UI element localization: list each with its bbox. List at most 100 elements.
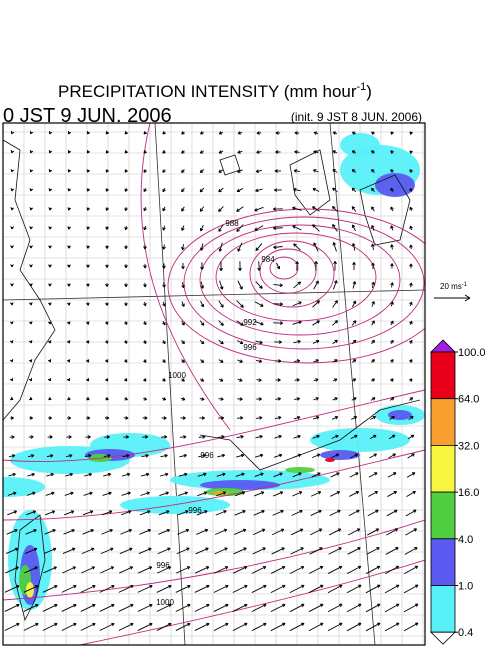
wind-vector (237, 397, 243, 401)
wind-vector (390, 301, 394, 307)
wind-vector (271, 528, 285, 536)
wind-vector (310, 509, 322, 516)
wind-vector (213, 603, 229, 612)
wind-vector (351, 339, 357, 345)
wind-vector (332, 378, 338, 382)
wind-vector (385, 547, 399, 555)
wind-vector (236, 340, 244, 345)
wind-vector (406, 472, 416, 478)
wind-vector (181, 339, 185, 345)
boundary-line (329, 123, 376, 645)
wind-vector (120, 528, 132, 535)
wind-vector (351, 416, 358, 420)
wind-vector (292, 206, 302, 211)
wind-vector (409, 225, 413, 231)
wind-vector (66, 321, 71, 325)
wind-vector (236, 188, 244, 193)
wind-vector (386, 528, 399, 536)
wind-vector (236, 435, 244, 439)
wind-vector (159, 491, 169, 496)
wind-vector (218, 224, 224, 232)
wind-vector (371, 169, 375, 173)
wind-vector (371, 131, 375, 135)
wind-vector (371, 301, 375, 307)
wind-vector (197, 491, 208, 497)
wind-vector (85, 359, 90, 363)
wind-vector (124, 226, 128, 231)
wind-vector (236, 224, 244, 232)
isobar (199, 224, 401, 336)
wind-vector (313, 169, 319, 173)
coastline (289, 149, 331, 216)
wind-vector (82, 510, 94, 516)
wind-vector (175, 622, 191, 631)
wind-vector (67, 396, 71, 401)
wind-vector (102, 491, 112, 496)
wind-vector (86, 396, 90, 401)
wind-vector (409, 378, 413, 382)
map-frame (2, 122, 426, 646)
wind-vector (218, 131, 223, 135)
wind-vector (365, 622, 381, 632)
precipitation-area (375, 173, 415, 197)
colorbar-segment (430, 351, 456, 400)
wind-vector (67, 416, 72, 420)
wind-vector (390, 320, 394, 326)
wind-vector (24, 566, 38, 574)
wind-vector (273, 472, 283, 478)
wind-vector (119, 566, 134, 574)
isobar-label: 984 (261, 255, 275, 264)
wind-vector (162, 378, 166, 382)
wind-vector (86, 150, 91, 154)
wind-vector (29, 283, 33, 287)
wind-vector (118, 603, 134, 612)
wind-vector (104, 435, 110, 439)
wind-vector (29, 264, 33, 268)
wind-vector (390, 282, 394, 288)
precipitation-area (310, 428, 410, 452)
wind-vector (5, 547, 19, 554)
wind-vector (10, 168, 15, 173)
wind-vector (143, 397, 148, 401)
wind-vector (274, 340, 282, 344)
wind-vector (351, 150, 357, 154)
wind-vector (10, 396, 14, 401)
wind-vector (67, 283, 71, 287)
wind-vector (331, 416, 339, 420)
wind-vector (119, 547, 133, 555)
title-text: PRECIPITATION INTENSITY (mm hour (58, 82, 357, 101)
wind-vector (218, 206, 224, 212)
wind-vector (175, 584, 191, 593)
wind-vector (371, 262, 375, 270)
valid-time: 0 JST 9 JUN. 2006 (3, 105, 172, 127)
wind-vector (30, 130, 34, 135)
wind-vector (251, 622, 267, 632)
wind-vector (256, 150, 262, 154)
wind-vector (143, 244, 147, 250)
wind-vector (371, 187, 375, 193)
wind-vector (352, 281, 357, 289)
wind-vector (162, 320, 166, 326)
wind-vector (143, 169, 147, 173)
wind-vector (46, 472, 54, 477)
wind-vector (371, 281, 375, 289)
wind-vector (276, 262, 281, 270)
wind-vector (273, 245, 283, 250)
wind-vector (295, 261, 299, 271)
wind-vector (181, 359, 185, 363)
wind-vector (48, 416, 53, 420)
wind-vector (289, 603, 305, 613)
wind-vector (48, 283, 52, 287)
wind-vector (162, 150, 166, 154)
wind-vector (143, 282, 147, 288)
wind-vector (105, 207, 110, 211)
precipitation-area (3, 477, 45, 497)
wind-vector (104, 416, 110, 420)
wind-vector (346, 622, 362, 632)
wind-vector (256, 397, 262, 401)
wind-vector (234, 510, 246, 516)
wind-vector (143, 263, 147, 269)
wind-vector (237, 280, 243, 290)
wind-vector (219, 280, 224, 290)
wind-vector (254, 301, 264, 307)
